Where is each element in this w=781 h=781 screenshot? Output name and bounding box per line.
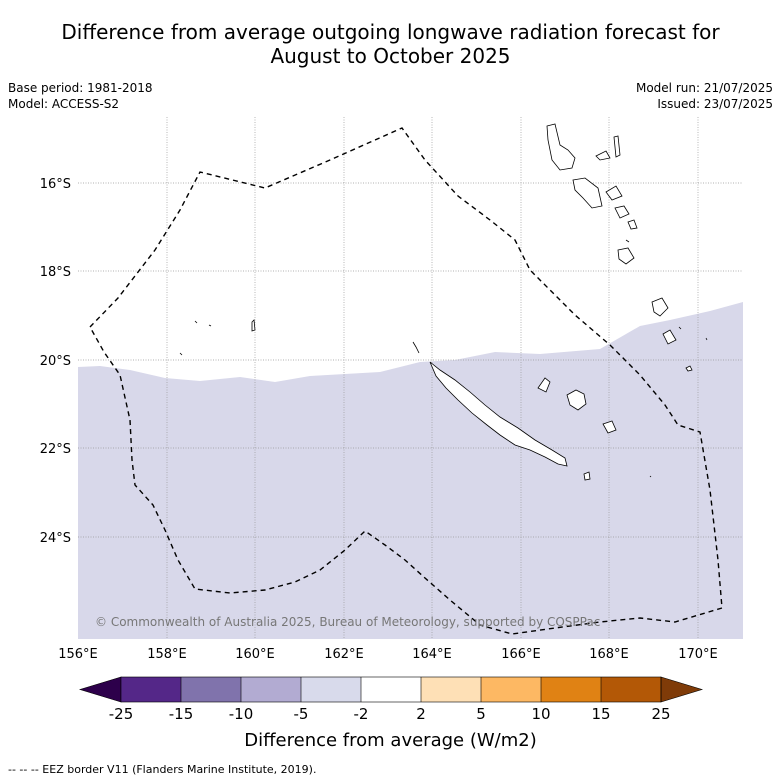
colorbar-bin-8 [541, 677, 601, 702]
lat-label-16s: 16°S [40, 177, 71, 192]
negative-anomaly-region [78, 302, 743, 639]
model-name: Model: ACCESS-S2 [8, 97, 120, 111]
issued-date: Issued: 23/07/2025 [657, 97, 773, 111]
espiritu-santo [546, 123, 576, 171]
lon-label-158e: 158°E [147, 647, 187, 662]
reef-islet-1 [194, 320, 198, 324]
reef-islet-2 [208, 324, 212, 327]
ambae [595, 150, 611, 161]
colorbar-tick: -10 [228, 705, 254, 723]
colorbar-tick: -5 [293, 705, 309, 723]
longitude-axis: 156°E 158°E 160°E 162°E 164°E 166°E 168°… [58, 647, 718, 662]
colorbar-tick: 25 [651, 705, 671, 723]
isle-of-pines [583, 471, 591, 481]
colorbar-bin-9 [601, 677, 661, 702]
colorbar-tick: -25 [108, 705, 134, 723]
colorbar-bin-5 [361, 677, 421, 702]
colorbar-bin-2 [181, 677, 241, 702]
lon-label-170e: 170°E [678, 647, 718, 662]
map-title-line2: August to October 2025 [270, 44, 511, 68]
colorbar-label: Difference from average (W/m2) [244, 730, 537, 751]
mare-island [602, 420, 617, 434]
lon-label-162e: 162°E [324, 647, 364, 662]
colorbar-extend-low [78, 676, 122, 703]
lon-label-168e: 168°E [589, 647, 629, 662]
lon-label-166e: 166°E [501, 647, 541, 662]
anatom [625, 239, 630, 243]
colorbar-bin-1 [121, 677, 181, 702]
colorbar-outline [120, 676, 662, 703]
colorbar-tick: 15 [591, 705, 611, 723]
colorbar-extend-high [660, 676, 704, 703]
copyright-notice: © Commonwealth of Australia 2025, Bureau… [95, 615, 600, 629]
colorbar-tick: -2 [353, 705, 369, 723]
chesterfield-reef [251, 319, 256, 332]
lon-label-160e: 160°E [235, 647, 275, 662]
ouvea-island [537, 377, 551, 393]
colorbar-tick: 10 [531, 705, 551, 723]
colorbar-bin-7 [481, 677, 541, 702]
new-caledonia-coast [429, 361, 568, 467]
fiji-islet-east [705, 337, 708, 341]
model-run: Model run: 21/07/2025 [635, 81, 773, 95]
belep-islands [412, 341, 420, 354]
tanna [617, 247, 635, 265]
colorbar [78, 676, 704, 703]
lat-label-22s: 22°S [40, 442, 71, 457]
lat-label-20s: 20°S [40, 354, 71, 369]
colorbar-bin-4 [301, 677, 361, 702]
fiji-reef-west [651, 297, 669, 317]
fiji-islet [678, 326, 682, 330]
fiji-reef-south [662, 329, 677, 345]
lifou-island [566, 389, 587, 411]
matthew-island [649, 475, 652, 478]
graticule [78, 117, 743, 639]
hunter-island [685, 365, 693, 372]
base-period: Base period: 1981-2018 [8, 81, 153, 95]
map-title-line1: Difference from average outgoing longwav… [61, 20, 720, 44]
lon-label-156e: 156°E [58, 647, 98, 662]
epi-shepherds [605, 185, 623, 201]
efate [614, 205, 630, 219]
lat-label-18s: 18°S [40, 265, 71, 280]
reef-islet-3 [179, 352, 183, 356]
latitude-axis: 16°S 18°S 20°S 22°S 24°S [40, 177, 71, 546]
colorbar-tick: -15 [168, 705, 194, 723]
eez-border [89, 127, 723, 635]
eez-footnote: -- -- -- EEZ border V11 (Flanders Marine… [8, 763, 317, 776]
erromango [627, 219, 638, 230]
colorbar-bin-6 [421, 677, 481, 702]
malekula [572, 177, 603, 209]
lon-label-164e: 164°E [412, 647, 452, 662]
maewo-pentecost [613, 135, 621, 158]
lat-label-24s: 24°S [40, 531, 71, 546]
colorbar-bin-3 [241, 677, 301, 702]
colorbar-tick: 5 [476, 705, 486, 723]
colorbar-tick: 2 [416, 705, 426, 723]
